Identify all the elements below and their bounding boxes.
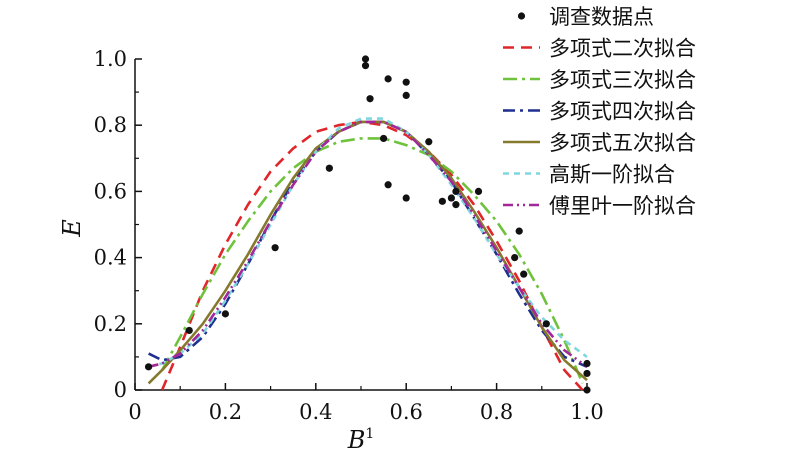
legend-item-4: 多项式五次拟合 [503, 131, 696, 155]
legend-label: 调查数据点 [549, 5, 654, 29]
y-tick-label: 1.0 [94, 47, 127, 71]
fit-curve-1 [160, 120, 584, 391]
legend-item-2: 多项式三次拟合 [503, 68, 696, 92]
data-point [384, 181, 392, 189]
data-point [402, 91, 410, 100]
data-point [361, 55, 370, 63]
x-tick-label: 0.6 [389, 400, 422, 424]
legend-label: 多项式四次拟合 [549, 100, 696, 124]
data-point [325, 164, 333, 172]
x-tick-label: 0.2 [209, 400, 242, 424]
data-point [425, 138, 433, 146]
legend-item-6: 傅里叶一阶拟合 [503, 194, 696, 218]
data-point [366, 95, 374, 103]
fit-curves [147, 117, 588, 391]
data-point [221, 310, 229, 318]
fit-curve-6 [148, 120, 588, 369]
legend-label: 傅里叶一阶拟合 [549, 194, 696, 218]
x-axis-title: B1 [347, 426, 375, 454]
x-tick-label: 0.8 [480, 400, 513, 424]
data-point [583, 386, 591, 394]
data-point [271, 244, 279, 252]
data-point [144, 363, 153, 371]
x-tick-label: 0 [128, 400, 141, 424]
fit-curve-4 [147, 120, 588, 385]
x-axis-title-superscript: 1 [365, 426, 374, 442]
y-axis-title: E [58, 219, 86, 238]
legend-label: 多项式三次拟合 [549, 68, 696, 92]
data-point [511, 254, 519, 262]
data-point [583, 359, 591, 368]
data-point [402, 78, 410, 86]
data-point [515, 227, 523, 235]
data-point [542, 320, 550, 328]
legend-marker [517, 12, 526, 20]
data-point [474, 187, 483, 195]
legend-item-scatter: 调查数据点 [517, 5, 654, 29]
x-tick-label: 1.0 [570, 400, 603, 424]
data-point [447, 194, 455, 202]
y-tick-label: 0.8 [94, 113, 127, 137]
x-axis-title-main: B [347, 426, 366, 454]
data-point [452, 201, 460, 209]
y-tick-label: 0 [114, 378, 127, 402]
fit-curve-5 [148, 117, 588, 369]
legend-label: 多项式二次拟合 [549, 37, 696, 61]
legend-label: 多项式五次拟合 [549, 131, 696, 155]
x-tick-label: 0.4 [299, 400, 332, 424]
fit-curve-3 [148, 120, 588, 368]
data-point [185, 326, 193, 335]
data-point [438, 197, 446, 205]
legend-item-5: 高斯一阶拟合 [503, 163, 675, 187]
survey-points [144, 55, 591, 394]
data-point [384, 75, 392, 83]
data-point [402, 194, 410, 202]
data-point [520, 270, 528, 278]
data-point [452, 187, 460, 195]
data-point [583, 369, 591, 378]
fit-curve-2 [160, 137, 584, 384]
legend-label: 高斯一阶拟合 [549, 163, 675, 187]
axes: 0 0.2 0.4 0.6 0.8 1.0 0 0.2 0.4 0.6 0.8 1.0 B1 E [58, 47, 604, 454]
data-point [361, 62, 370, 70]
legend: 调查数据点多项式二次拟合多项式三次拟合多项式四次拟合多项式五次拟合高斯一阶拟合傅… [503, 5, 696, 218]
data-point [380, 134, 388, 143]
legend-item-1: 多项式二次拟合 [503, 37, 696, 61]
y-tick-label: 0.6 [94, 179, 127, 203]
y-tick-label: 0.2 [94, 312, 127, 336]
y-tick-label: 0.4 [94, 246, 127, 270]
legend-item-3: 多项式四次拟合 [503, 100, 696, 124]
